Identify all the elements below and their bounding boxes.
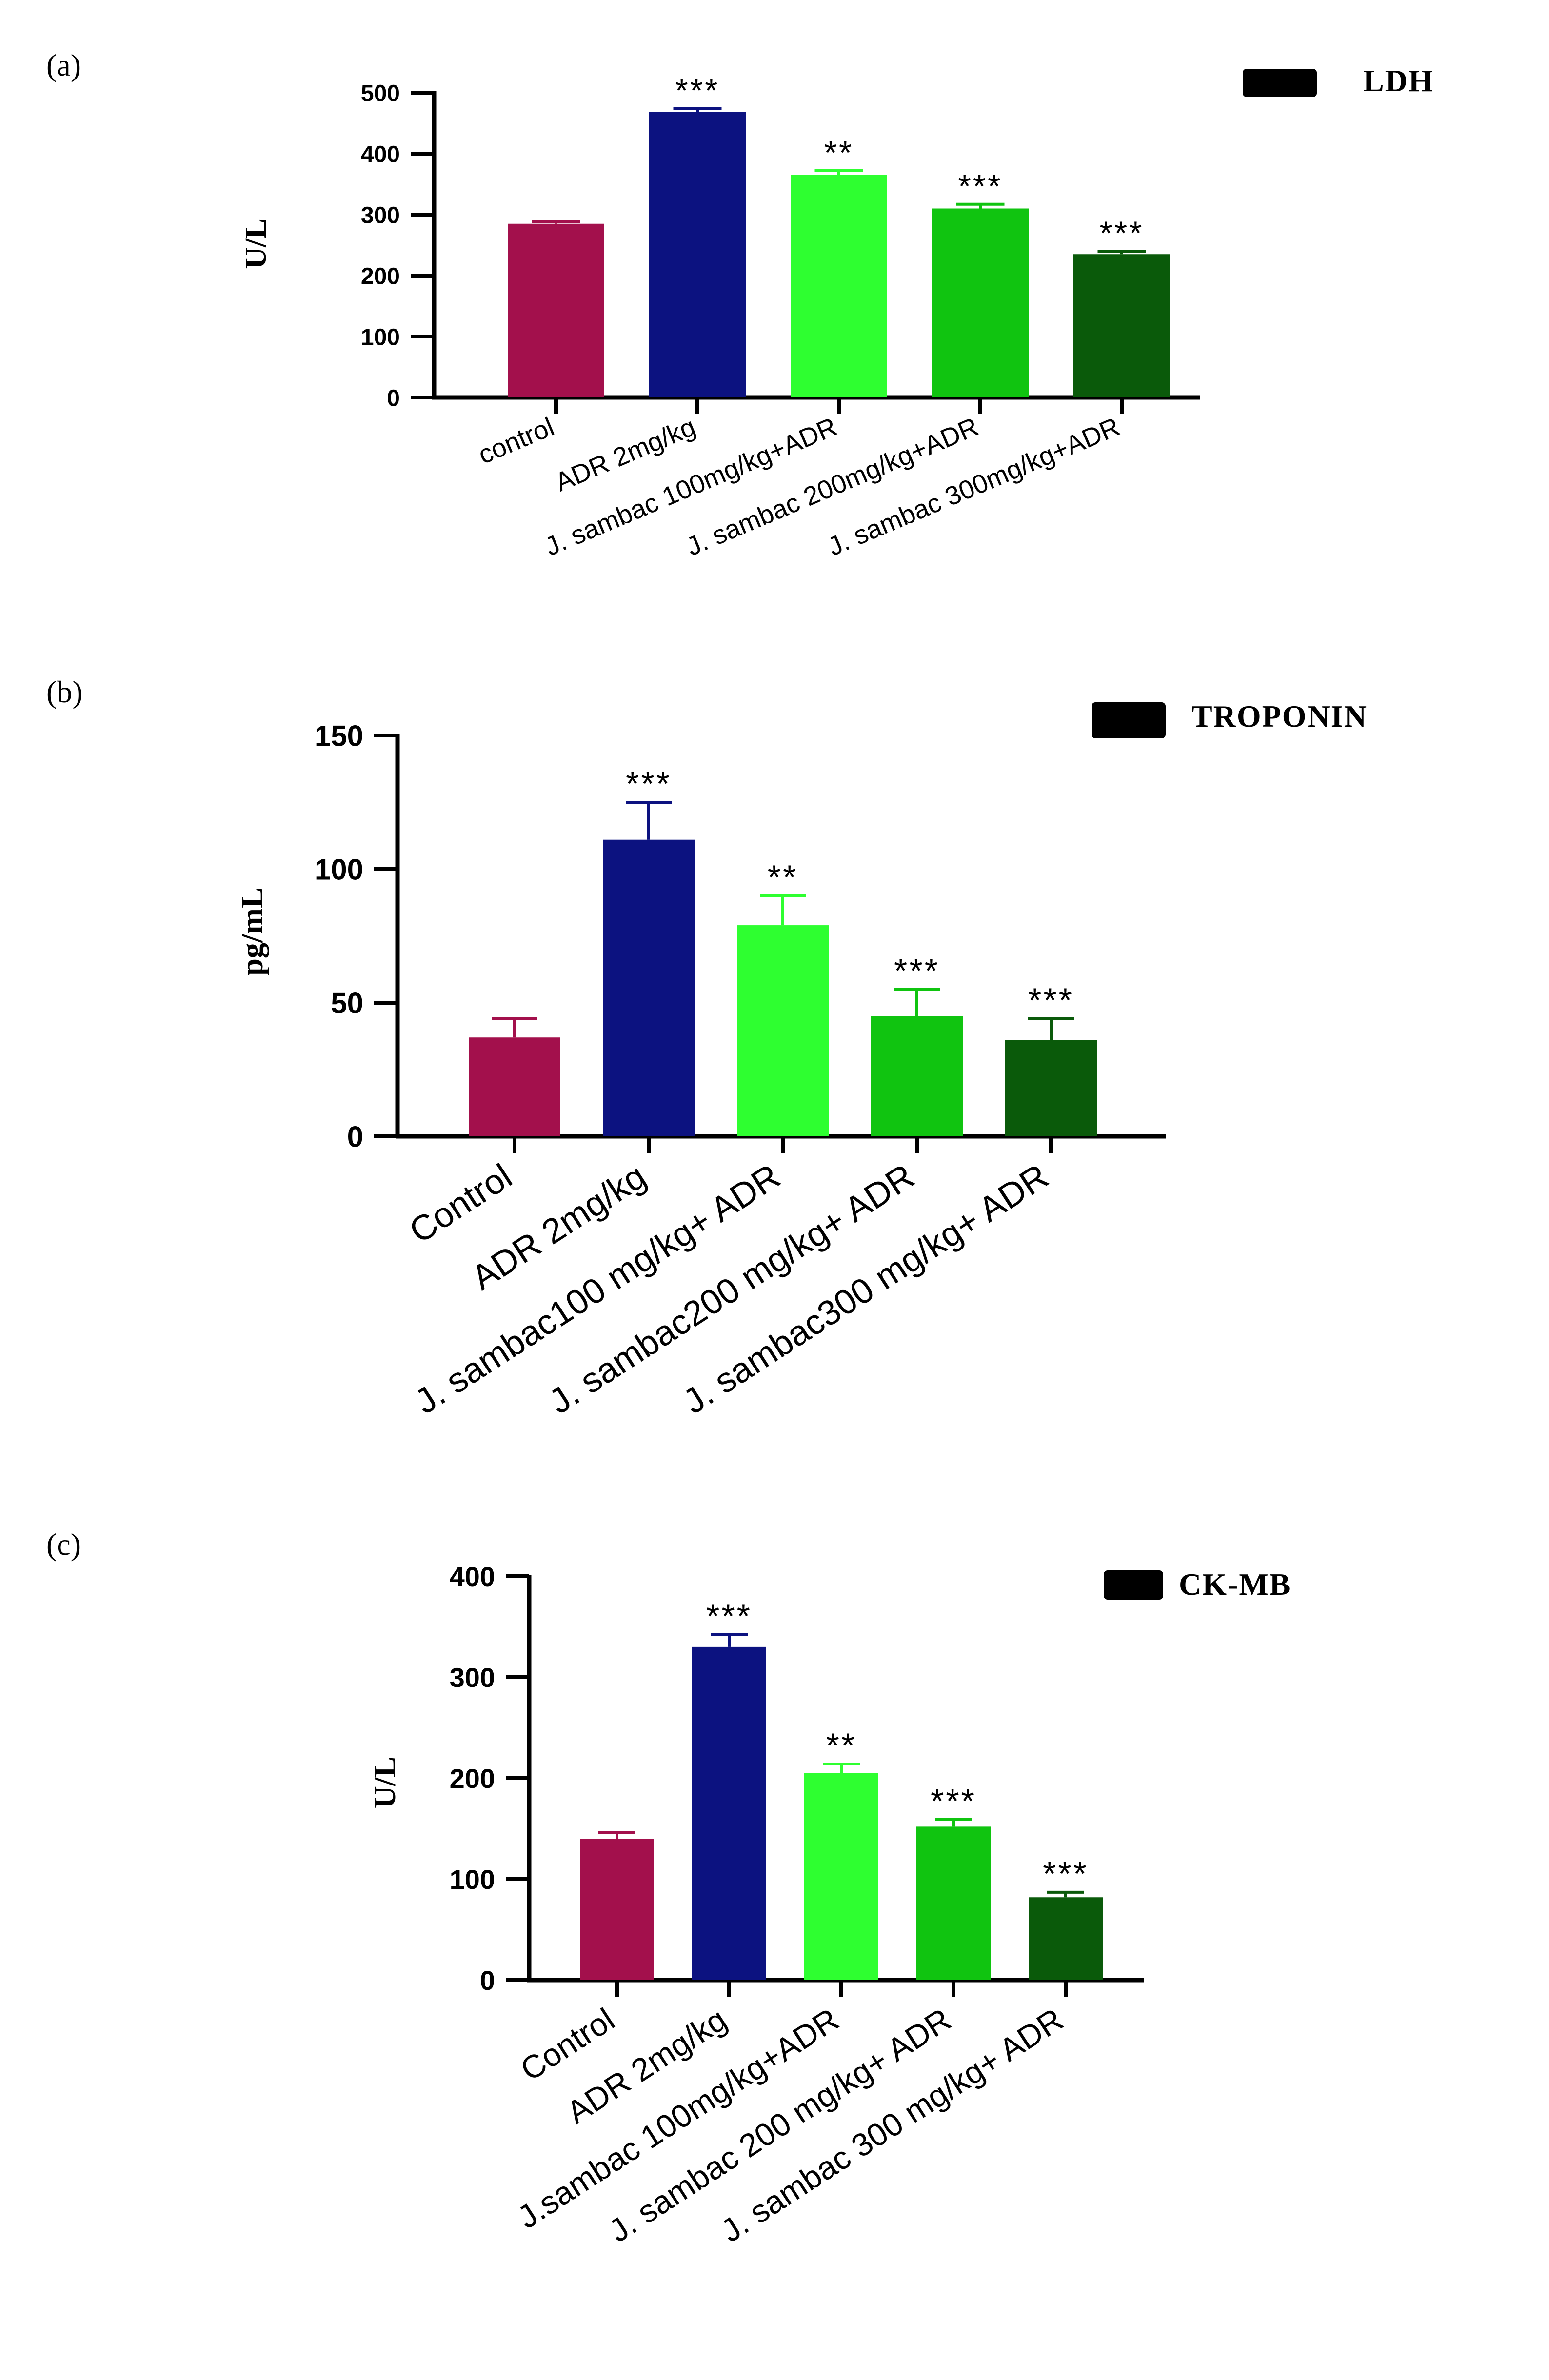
legend-label: TROPONIN (1192, 699, 1368, 734)
bar-3 (804, 1773, 878, 1980)
bar-3 (791, 175, 887, 397)
y-tick-label: 200 (450, 1763, 495, 1794)
bar-5 (1005, 1040, 1097, 1136)
y-axis-label: U/L (367, 1757, 402, 1809)
significance-label-5: *** (1100, 215, 1144, 252)
significance-label-3: ** (768, 858, 798, 896)
bar-3 (737, 925, 829, 1136)
y-tick-label: 300 (450, 1662, 495, 1693)
significance-label-5: *** (1043, 1854, 1089, 1893)
y-tick-label: 400 (361, 141, 400, 167)
bar-2 (692, 1646, 766, 1980)
panel-label: (b) (46, 674, 83, 709)
legend-swatch (1104, 1570, 1163, 1600)
significance-label-5: *** (1028, 981, 1074, 1019)
y-tick-label: 0 (347, 1121, 363, 1153)
bar-4 (916, 1826, 991, 1980)
significance-label-2: *** (706, 1597, 752, 1635)
significance-label-3: ** (826, 1726, 857, 1765)
y-tick-label: 400 (450, 1561, 495, 1592)
legend-label: LDH (1363, 63, 1434, 98)
y-tick-label: 50 (331, 987, 363, 1020)
bar-4 (932, 208, 1029, 397)
bar-5 (1029, 1897, 1103, 1980)
bar-1 (508, 223, 604, 397)
y-tick-label: 300 (361, 202, 400, 228)
significance-label-2: *** (675, 73, 720, 109)
y-tick-label: 500 (361, 80, 400, 106)
y-tick-label: 0 (480, 1965, 495, 1996)
bar-1 (469, 1037, 560, 1136)
y-axis-label: U/L (239, 218, 273, 269)
bar-5 (1073, 254, 1170, 397)
panel-label: (a) (46, 48, 81, 82)
y-tick-label: 100 (450, 1864, 495, 1895)
bar-2 (649, 112, 746, 397)
significance-label-4: *** (958, 168, 1003, 205)
panel-label: (c) (46, 1527, 81, 1562)
significance-label-4: *** (894, 952, 940, 990)
bar-4 (871, 1016, 963, 1136)
significance-label-3: ** (824, 135, 854, 171)
y-axis-label: pg/mL (235, 887, 269, 975)
y-tick-label: 150 (315, 720, 363, 753)
y-tick-label: 0 (387, 385, 400, 411)
bar-2 (603, 839, 695, 1136)
y-tick-label: 100 (361, 324, 400, 350)
bar-1 (580, 1839, 654, 1980)
y-tick-label: 200 (361, 263, 400, 289)
significance-label-4: *** (931, 1782, 976, 1820)
category-label-1: control (474, 412, 558, 470)
legend-label: CK-MB (1179, 1567, 1291, 1602)
category-label-1: Control (402, 1157, 518, 1251)
significance-label-2: *** (626, 764, 672, 803)
legend-swatch (1092, 702, 1166, 738)
y-tick-label: 100 (315, 853, 363, 886)
legend-swatch (1243, 69, 1317, 97)
